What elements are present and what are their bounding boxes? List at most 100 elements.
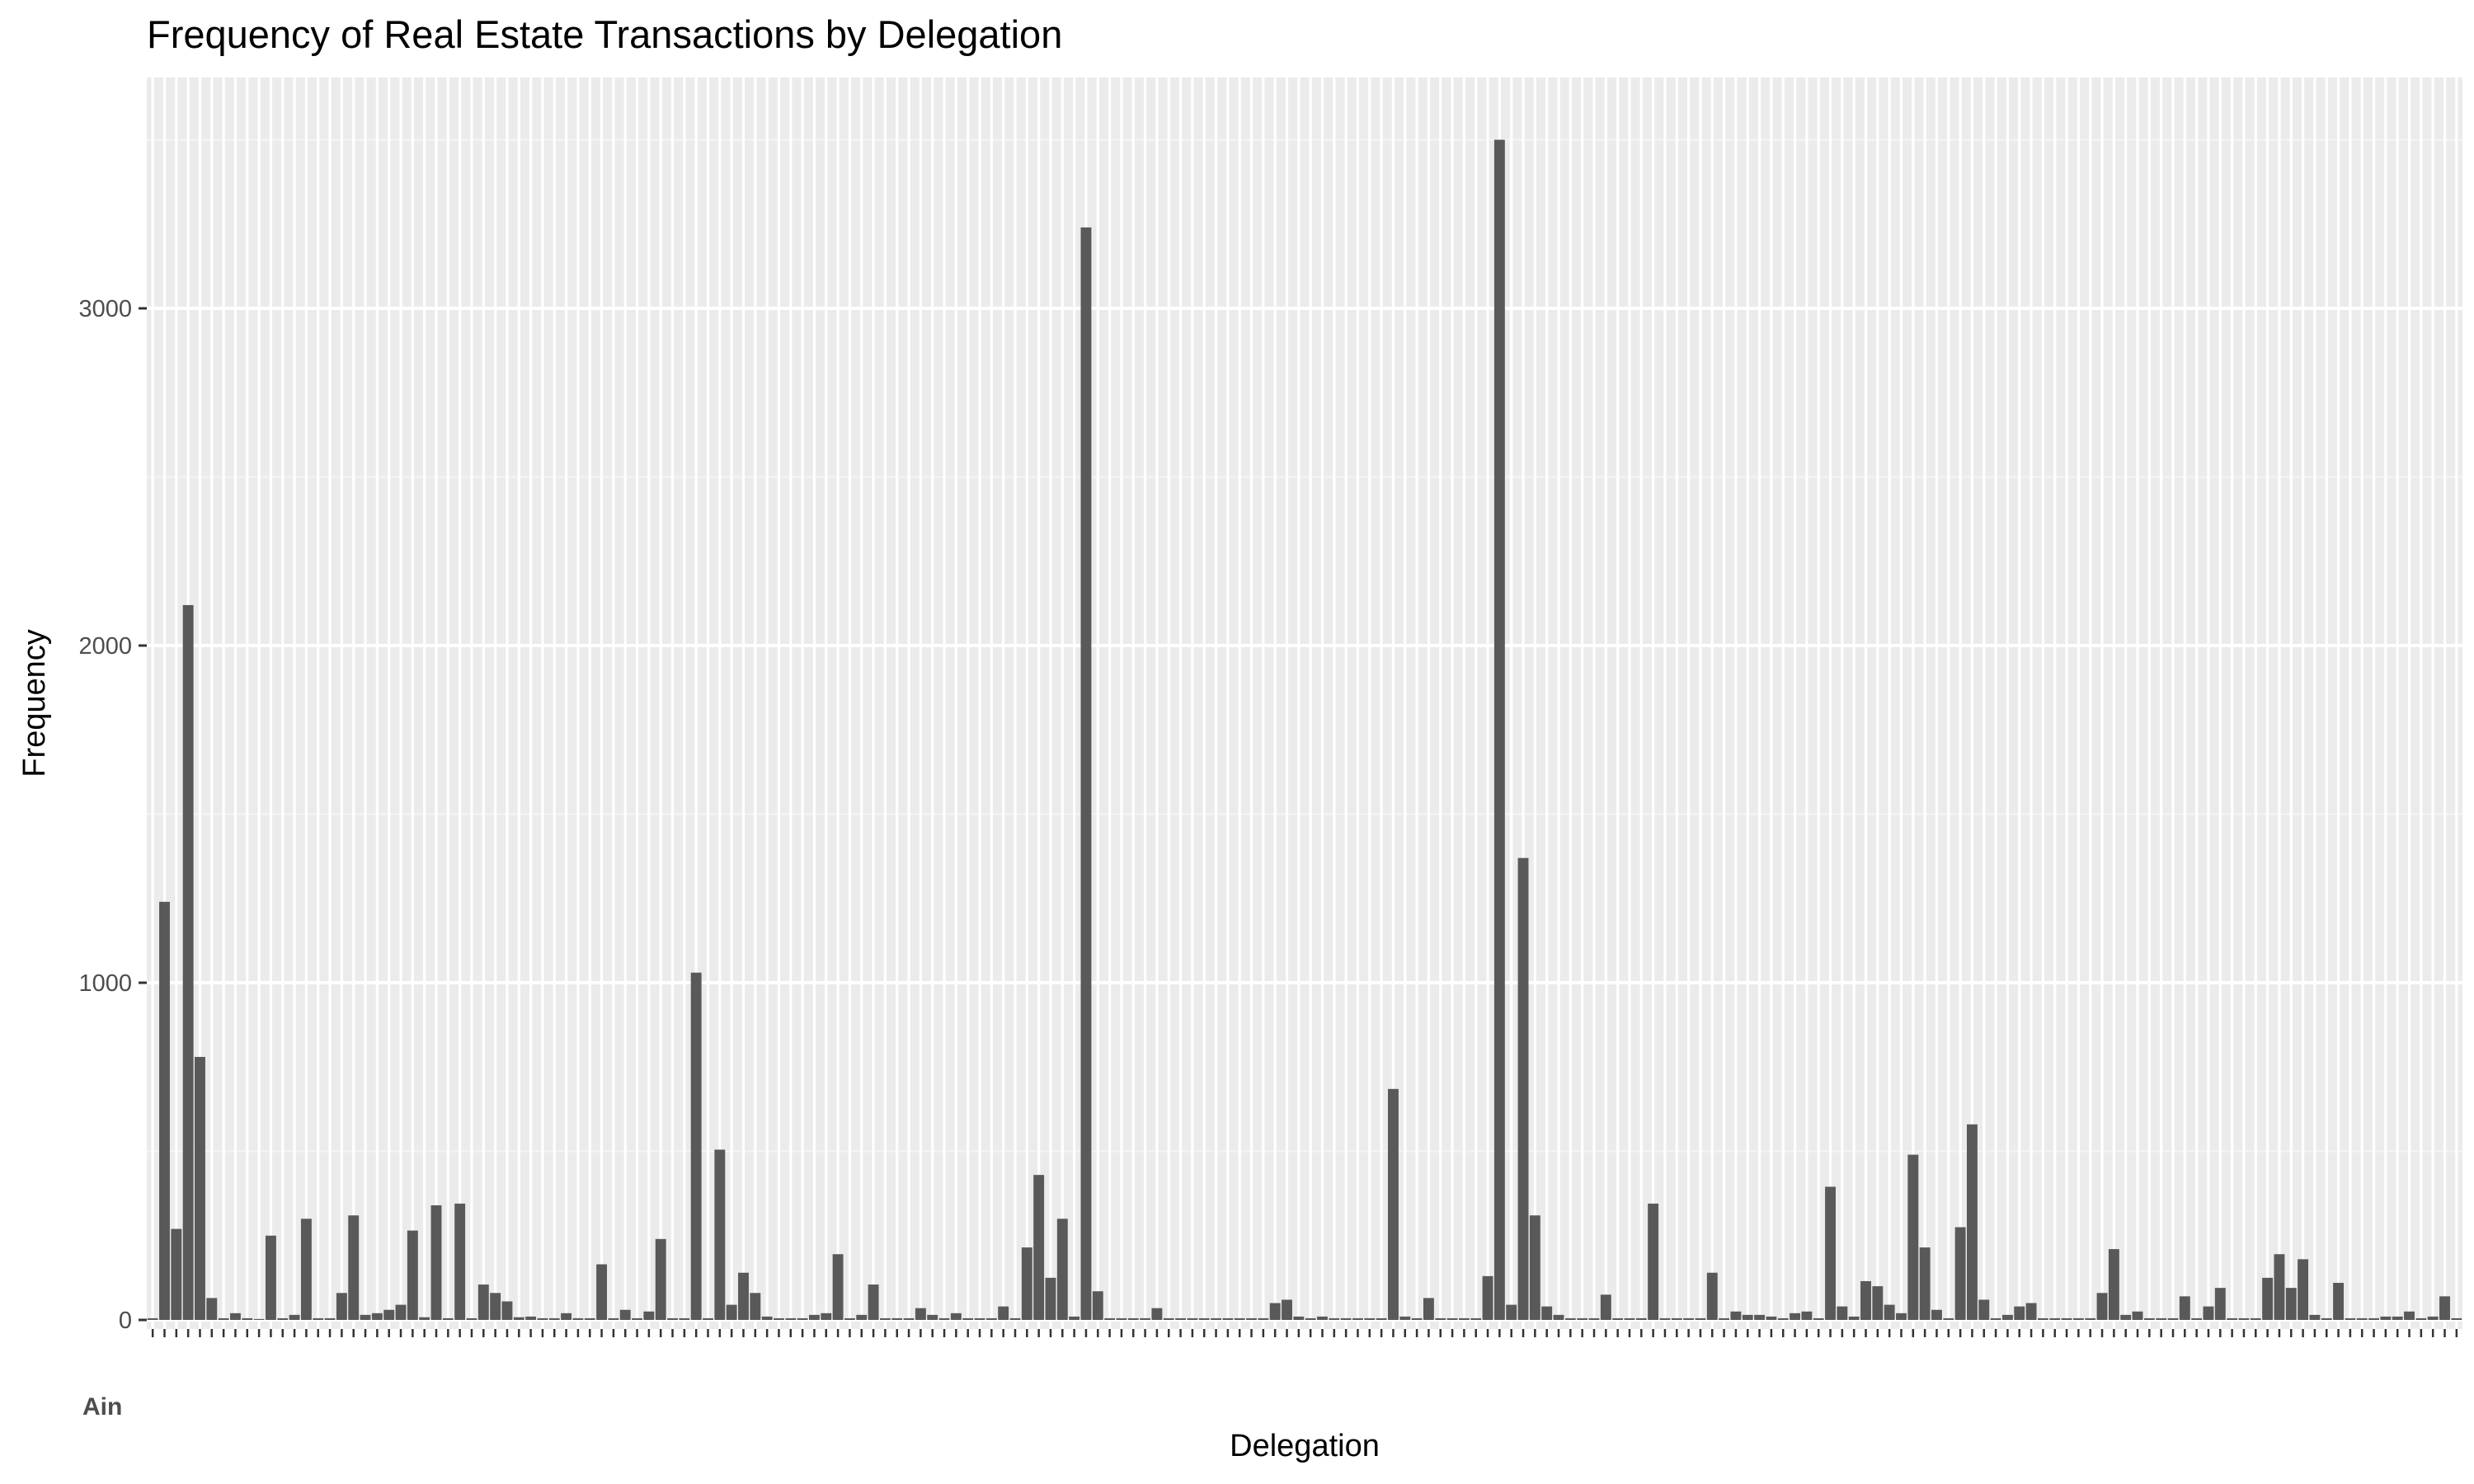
bar — [1848, 1316, 1860, 1320]
bar — [1837, 1306, 1848, 1320]
bar — [195, 1056, 205, 1320]
bar — [2309, 1314, 2321, 1320]
y-axis-title: Frequency — [17, 629, 52, 777]
bar — [1376, 1317, 1387, 1320]
bar — [2238, 1317, 2250, 1320]
bar — [1766, 1316, 1777, 1320]
bar — [2368, 1317, 2379, 1320]
bar — [1399, 1316, 1411, 1320]
bar — [1092, 1291, 1103, 1320]
bar — [1364, 1317, 1376, 1320]
bar — [1211, 1317, 1221, 1320]
bar — [2037, 1317, 2048, 1320]
bar — [501, 1301, 513, 1320]
bar — [962, 1317, 974, 1320]
bar — [2392, 1316, 2403, 1320]
bar — [2191, 1317, 2203, 1320]
bar — [1683, 1317, 1695, 1320]
bar — [1777, 1317, 1789, 1320]
bar — [454, 1203, 466, 1320]
bar — [147, 1317, 158, 1320]
bar — [1635, 1317, 1647, 1320]
bar — [868, 1284, 879, 1320]
bar — [1246, 1317, 1257, 1320]
bar — [348, 1215, 360, 1320]
bar — [1813, 1317, 1824, 1320]
bar — [761, 1316, 773, 1320]
bar — [1825, 1186, 1836, 1320]
bar — [655, 1238, 666, 1320]
bar — [1671, 1317, 1682, 1320]
bar — [1896, 1313, 1907, 1320]
bar — [2298, 1259, 2309, 1320]
bar — [1258, 1317, 1269, 1320]
bar — [1541, 1306, 1553, 1320]
bar — [1305, 1317, 1316, 1320]
bar — [419, 1317, 430, 1320]
bar — [253, 1318, 265, 1320]
bar — [2096, 1293, 2108, 1320]
bar — [1282, 1299, 1292, 1320]
bar — [2014, 1306, 2025, 1320]
bar — [324, 1317, 336, 1320]
bar — [1127, 1317, 1139, 1320]
bar — [2439, 1296, 2450, 1320]
bar — [1009, 1317, 1021, 1320]
bar — [1175, 1317, 1187, 1320]
bar — [1269, 1303, 1281, 1320]
bar — [998, 1306, 1009, 1320]
bar — [1529, 1215, 1540, 1320]
bar — [1116, 1317, 1127, 1320]
bar — [2001, 1314, 2013, 1320]
bar — [1624, 1317, 1635, 1320]
bar — [277, 1317, 289, 1320]
bar — [809, 1314, 820, 1320]
bar — [2262, 1277, 2274, 1320]
bar — [690, 972, 702, 1320]
bar — [1577, 1317, 1588, 1320]
bar — [2356, 1317, 2368, 1320]
bar — [1470, 1317, 1482, 1320]
bar — [1458, 1317, 1470, 1320]
bar — [2250, 1317, 2261, 1320]
x-axis-title: Delegation — [1230, 1429, 1380, 1463]
y-tick-label: 0 — [119, 1308, 132, 1334]
bar — [383, 1309, 395, 1320]
bar — [1706, 1272, 1718, 1320]
bar — [1517, 857, 1529, 1320]
bar — [915, 1308, 926, 1320]
bar — [1234, 1317, 1245, 1320]
bar — [1648, 1203, 1659, 1320]
plot-panel — [147, 77, 2462, 1329]
bar — [1588, 1317, 1600, 1320]
bar — [360, 1314, 371, 1320]
bar — [667, 1317, 678, 1320]
bar — [632, 1317, 642, 1320]
bar — [490, 1293, 501, 1320]
bar — [703, 1317, 713, 1320]
bar — [821, 1313, 832, 1320]
bar — [159, 901, 170, 1320]
bar — [1931, 1309, 1942, 1320]
bar — [1388, 1088, 1399, 1320]
bar — [2061, 1317, 2072, 1320]
bar — [1482, 1275, 1493, 1320]
bar — [2156, 1317, 2167, 1320]
y-tick-label: 3000 — [78, 296, 132, 322]
bar — [2049, 1317, 2061, 1320]
bar — [879, 1317, 891, 1320]
bar — [726, 1304, 737, 1320]
bar — [1045, 1277, 1056, 1320]
bar — [289, 1314, 300, 1320]
bar — [2451, 1317, 2462, 1320]
bar — [2214, 1288, 2226, 1320]
bar — [407, 1230, 418, 1320]
bar — [2227, 1317, 2238, 1320]
bar — [750, 1293, 761, 1320]
bar — [2427, 1316, 2439, 1320]
bar — [1790, 1313, 1800, 1320]
bar — [903, 1317, 915, 1320]
bar — [537, 1317, 548, 1320]
bar — [2179, 1296, 2190, 1320]
